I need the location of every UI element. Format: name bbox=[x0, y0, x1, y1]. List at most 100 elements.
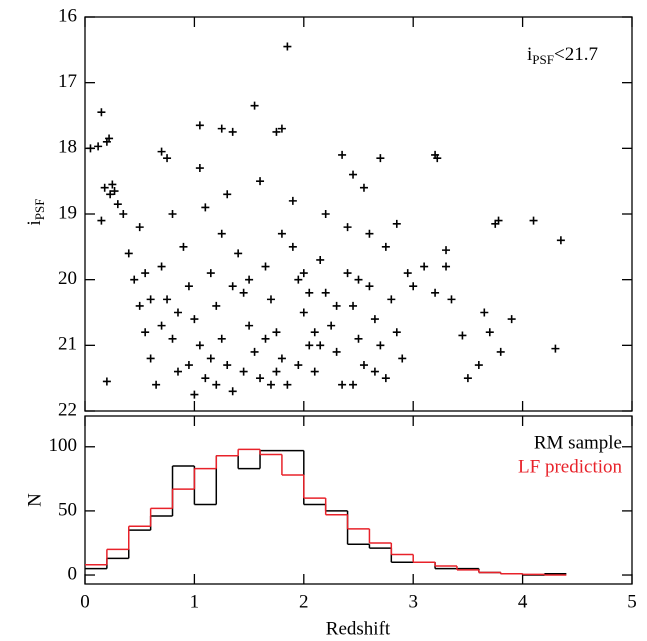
point bbox=[206, 269, 215, 278]
point bbox=[261, 262, 270, 271]
y-tick-label: 18 bbox=[58, 137, 77, 158]
point bbox=[480, 308, 489, 317]
legend-entry: LF prediction bbox=[518, 456, 622, 477]
point bbox=[447, 295, 456, 304]
point bbox=[195, 121, 204, 130]
point bbox=[157, 147, 166, 156]
point bbox=[100, 183, 109, 192]
point bbox=[349, 380, 358, 389]
point bbox=[316, 341, 325, 350]
point bbox=[294, 361, 303, 370]
point bbox=[97, 216, 106, 225]
point bbox=[195, 164, 204, 173]
point bbox=[299, 308, 308, 317]
point bbox=[108, 180, 117, 189]
y-tick-label: 17 bbox=[58, 71, 77, 92]
point bbox=[359, 183, 368, 192]
point bbox=[305, 341, 314, 350]
point bbox=[431, 288, 440, 297]
point bbox=[463, 374, 472, 383]
point bbox=[529, 216, 538, 225]
point bbox=[332, 301, 341, 310]
point bbox=[305, 288, 314, 297]
point bbox=[179, 242, 188, 251]
point bbox=[86, 144, 95, 153]
point bbox=[343, 223, 352, 232]
point bbox=[272, 127, 281, 136]
point bbox=[409, 282, 418, 291]
y-label-bottom: N bbox=[24, 493, 45, 507]
point bbox=[277, 229, 286, 238]
point bbox=[496, 347, 505, 356]
y-tick-label: 19 bbox=[58, 202, 77, 223]
point bbox=[157, 321, 166, 330]
point bbox=[392, 219, 401, 228]
point bbox=[370, 367, 379, 376]
point bbox=[105, 134, 114, 143]
x-tick-label: 3 bbox=[408, 591, 418, 612]
point bbox=[157, 262, 166, 271]
point bbox=[217, 334, 226, 343]
point bbox=[370, 315, 379, 324]
point bbox=[201, 374, 210, 383]
point bbox=[217, 229, 226, 238]
annotation-cond: <21.7 bbox=[554, 44, 598, 65]
point bbox=[168, 210, 177, 218]
point bbox=[163, 154, 172, 163]
point bbox=[283, 380, 292, 389]
point bbox=[250, 347, 259, 356]
point bbox=[206, 354, 215, 363]
point bbox=[354, 334, 363, 343]
y-tick-label: 100 bbox=[49, 435, 78, 456]
point bbox=[458, 331, 467, 340]
point bbox=[261, 334, 270, 343]
x-label: Redshift bbox=[326, 618, 391, 639]
point bbox=[146, 295, 155, 304]
point bbox=[442, 246, 451, 255]
point bbox=[321, 288, 330, 297]
point bbox=[288, 196, 297, 205]
point bbox=[359, 361, 368, 370]
point bbox=[494, 216, 503, 225]
point bbox=[146, 354, 155, 363]
point bbox=[551, 344, 560, 353]
point bbox=[283, 42, 292, 51]
point bbox=[190, 390, 199, 399]
point bbox=[217, 124, 226, 133]
point bbox=[124, 249, 133, 258]
point bbox=[102, 377, 111, 386]
point bbox=[485, 328, 494, 337]
y-tick-label: 22 bbox=[58, 399, 77, 420]
point bbox=[130, 275, 139, 284]
legend-entry: RM sample bbox=[534, 432, 622, 453]
point bbox=[376, 341, 385, 350]
point bbox=[349, 301, 358, 310]
point bbox=[223, 361, 232, 370]
y-tick-label: 16 bbox=[58, 5, 77, 26]
point bbox=[387, 295, 396, 304]
point bbox=[365, 229, 374, 238]
point bbox=[299, 269, 308, 278]
x-tick-label: 0 bbox=[80, 591, 90, 612]
point bbox=[141, 269, 150, 278]
point bbox=[403, 269, 412, 278]
y-label-top: iPSF bbox=[24, 199, 47, 226]
point bbox=[338, 380, 347, 389]
point bbox=[507, 315, 516, 324]
point bbox=[354, 275, 363, 284]
point bbox=[106, 190, 115, 199]
point bbox=[228, 282, 237, 291]
point bbox=[310, 328, 319, 337]
point bbox=[184, 282, 193, 291]
point bbox=[184, 361, 193, 370]
point bbox=[135, 301, 144, 310]
annotation-sub: PSF bbox=[532, 52, 554, 67]
point bbox=[239, 288, 248, 297]
point bbox=[398, 354, 407, 363]
point bbox=[97, 108, 106, 117]
point bbox=[119, 210, 128, 218]
point bbox=[173, 308, 182, 317]
point bbox=[239, 367, 248, 376]
point bbox=[228, 387, 237, 396]
